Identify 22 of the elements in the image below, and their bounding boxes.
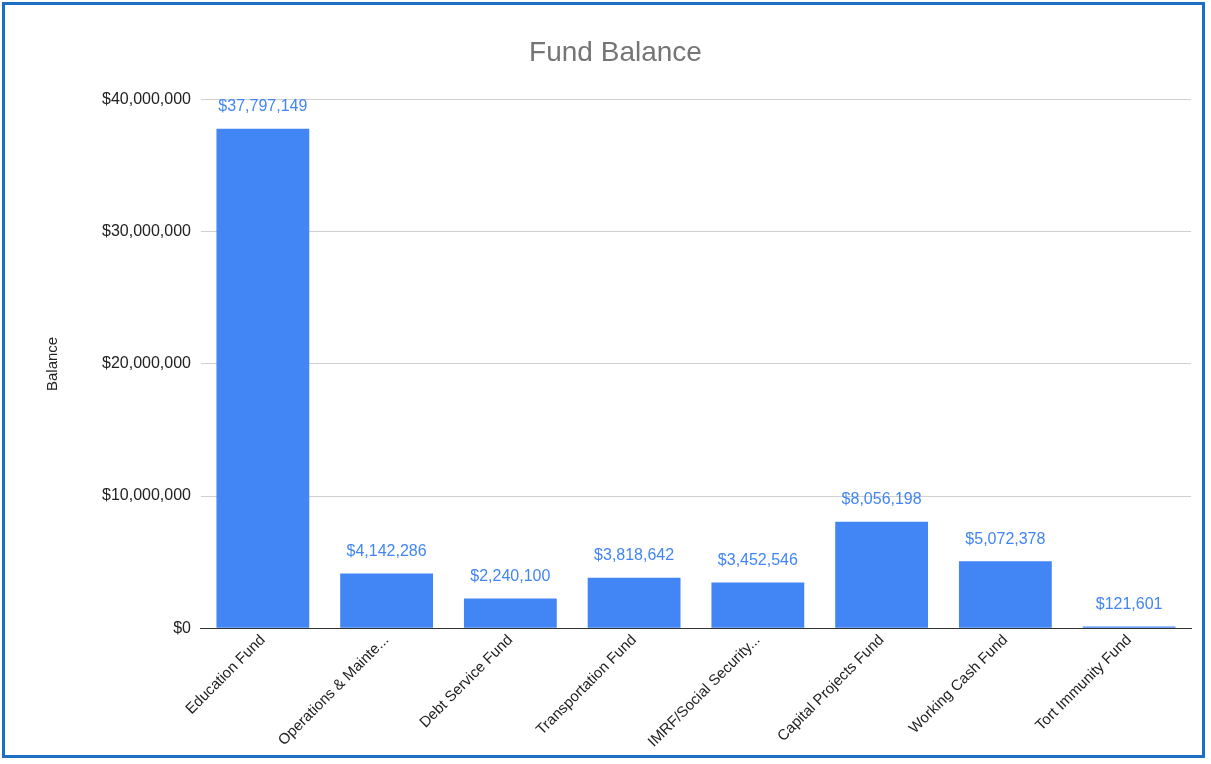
y-tick-label: $20,000,000 [101,354,192,372]
y-tick-label: $30,000,000 [101,222,192,240]
data-label: $3,452,546 [717,550,799,568]
y-tick-label: $10,000,000 [101,486,192,504]
bar [216,128,310,628]
y-axis-title: Balance [43,336,61,392]
chart-title: Fund Balance [529,35,702,67]
bar [587,577,681,628]
bar [711,582,805,628]
bar [340,573,434,628]
data-label: $4,142,286 [346,541,427,559]
y-tick-label: $40,000,000 [101,90,192,108]
data-label: $2,240,100 [470,567,551,584]
bar [958,561,1052,628]
data-label: $121,601 [1095,595,1163,612]
bar [463,598,557,628]
y-tick-label: $0 [173,618,192,636]
data-label: $37,797,149 [218,97,308,115]
data-label: $5,072,378 [965,529,1046,547]
bar [835,521,929,628]
data-label: $8,056,198 [841,490,922,508]
data-label: $3,818,642 [594,546,675,564]
